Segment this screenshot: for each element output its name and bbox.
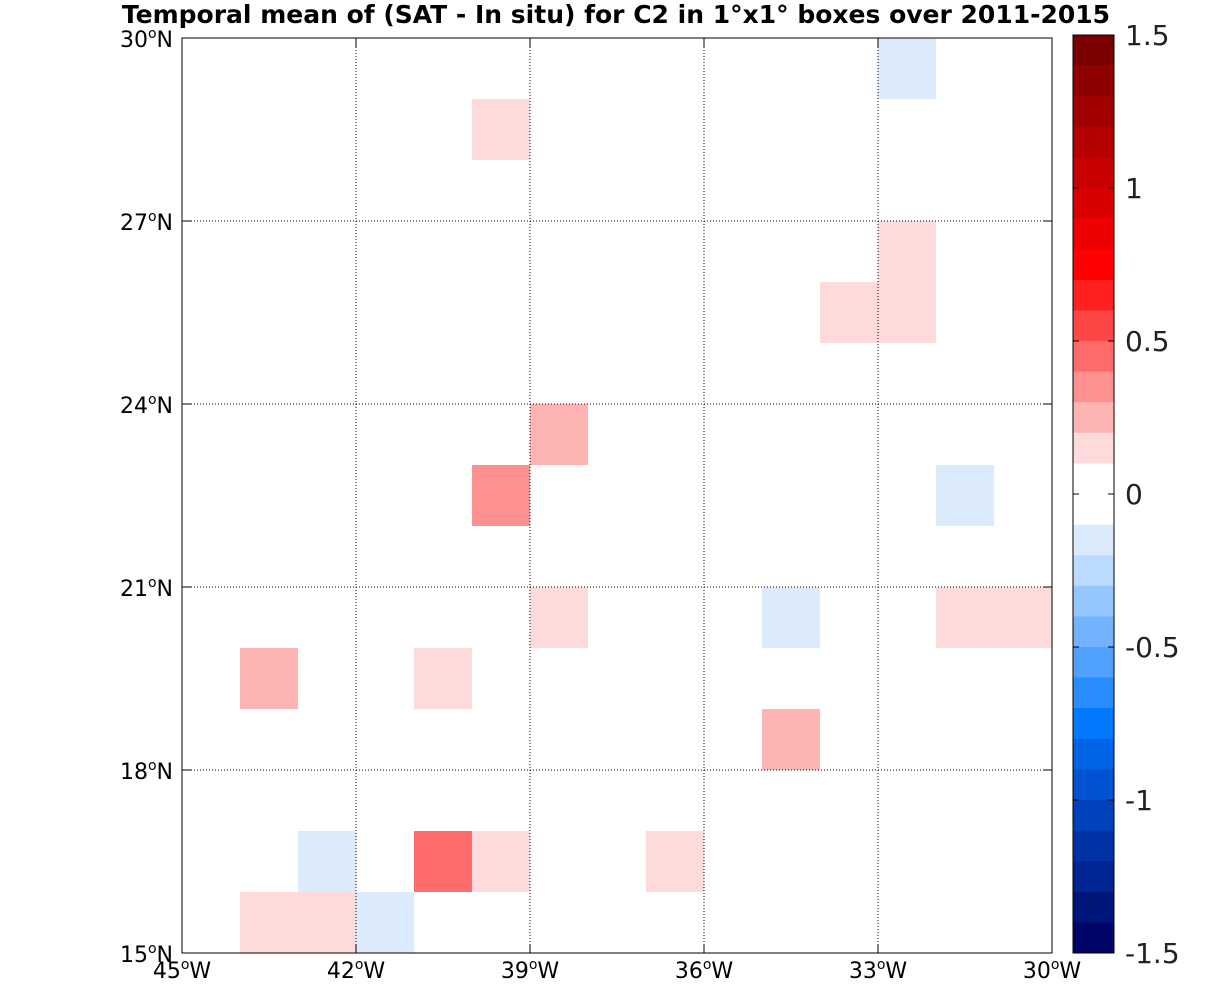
chart-title: Temporal mean of (SAT - In situ) for C2 … [121, 0, 1111, 29]
colorbar-tick-label: -1.5 [1125, 937, 1180, 970]
colorbar-tick-label: 1 [1125, 172, 1143, 205]
heatmap-cell [356, 892, 414, 953]
colorbar-segment [1073, 800, 1114, 832]
colorbar-segment [1073, 677, 1114, 709]
colorbar-segment [1073, 463, 1114, 495]
heatmap-cell [936, 465, 994, 526]
colorbar-segment [1073, 616, 1114, 648]
gridlines [182, 38, 1052, 953]
y-tick-label: 27oN [120, 209, 173, 236]
heatmap-cell [472, 465, 530, 526]
x-axis-ticks: 45oW 42oW 39oW 36oW 33oW 30oW [153, 38, 1082, 984]
heatmap-cell [240, 892, 298, 953]
heatmap-cell [820, 282, 878, 343]
colorbar-tick-label: -1 [1125, 784, 1153, 817]
heatmap-cell [414, 648, 472, 709]
x-tick-label: 42oW [327, 957, 386, 984]
colorbar-segment [1073, 494, 1114, 526]
colorbar-segment [1073, 830, 1114, 862]
colorbar-segment [1073, 891, 1114, 923]
colorbar-segment [1073, 432, 1114, 464]
heatmap-cell [298, 892, 356, 953]
x-tick-label: 39oW [501, 957, 560, 984]
heatmap-cell [414, 831, 472, 892]
colorbar-segment [1073, 585, 1114, 617]
heatmap-cells [240, 38, 1052, 953]
y-tick-label: 21oN [120, 575, 173, 602]
y-tick-label: 15oN [120, 941, 173, 968]
y-tick-label: 30oN [120, 26, 173, 53]
heatmap-cell [936, 587, 994, 648]
heatmap-cell [530, 404, 588, 465]
x-tick-label: 45oW [153, 957, 212, 984]
heatmap-cell [878, 282, 936, 343]
colorbar-segment [1073, 861, 1114, 893]
colorbar-segment [1073, 310, 1114, 342]
colorbar-segment [1073, 922, 1114, 954]
heatmap-cell [530, 587, 588, 648]
plot-frame [181, 37, 1053, 954]
colorbar-segment [1073, 402, 1114, 434]
x-tick-label: 36oW [675, 957, 734, 984]
heatmap-cell [472, 99, 530, 160]
colorbar-segment [1073, 35, 1114, 67]
colorbar-segment [1073, 769, 1114, 801]
colorbar-segment [1073, 738, 1114, 770]
colorbar-tick-label: -0.5 [1125, 631, 1180, 664]
colorbar-segment [1073, 647, 1114, 679]
y-tick-label: 24oN [120, 392, 173, 419]
y-axis-ticks: 15oN 18oN 21oN 24oN 27oN 30oN [120, 26, 1052, 968]
colorbar-segment [1073, 96, 1114, 128]
colorbar-tick-label: 1.5 [1125, 19, 1170, 52]
colorbar-segment [1073, 65, 1114, 97]
colorbar-segment [1073, 371, 1114, 403]
colorbar-segment [1073, 157, 1114, 189]
colorbar-segment [1073, 555, 1114, 587]
colorbar-segment [1073, 279, 1114, 311]
colorbar: 1.5 1 0.5 0 -0.5 -1 -1.5 [1072, 19, 1180, 970]
heatmap-cell [472, 831, 530, 892]
colorbar-tick-label: 0 [1125, 478, 1143, 511]
colorbar-segment [1073, 341, 1114, 373]
heatmap-cell [878, 38, 936, 99]
colorbar-segment [1073, 218, 1114, 250]
y-tick-label: 18oN [120, 758, 173, 785]
colorbar-segment [1073, 708, 1114, 740]
heatmap-cell [878, 221, 936, 282]
colorbar-segment [1073, 188, 1114, 220]
colorbar-segment [1073, 249, 1114, 281]
heatmap-cell [240, 648, 298, 709]
heatmap-cell [298, 831, 356, 892]
x-tick-label: 33oW [849, 957, 908, 984]
colorbar-segment [1073, 524, 1114, 556]
x-tick-label: 30oW [1023, 957, 1082, 984]
heatmap-cell [646, 831, 704, 892]
colorbar-tick-label: 0.5 [1125, 325, 1170, 358]
colorbar-segment [1073, 126, 1114, 158]
heatmap-cell [762, 709, 820, 770]
heatmap-cell [762, 587, 820, 648]
heatmap-cell [994, 587, 1052, 648]
